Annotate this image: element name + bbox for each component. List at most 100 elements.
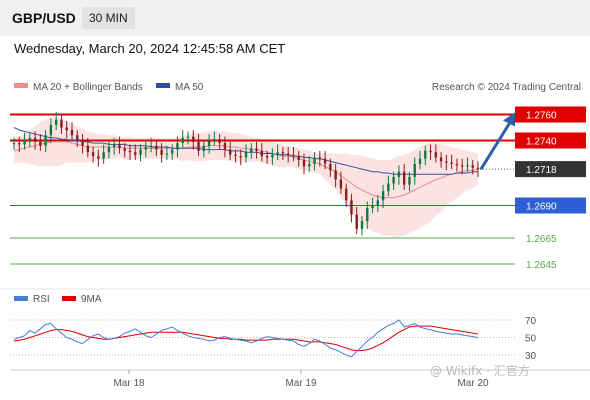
current-price-tag-label: 1.2718 xyxy=(526,165,557,176)
ma50-legend-swatch xyxy=(156,83,170,88)
candle-body xyxy=(186,136,190,138)
candle-body xyxy=(213,139,216,141)
rsi-legend-swatch xyxy=(14,296,28,301)
resistance-tag xyxy=(515,106,586,123)
candlesticks xyxy=(12,111,480,236)
level-tags: 1.2760 1.2740 1.2718 1.2690 1.2665 1.2645 xyxy=(515,106,586,271)
symbol-label: GBP/USD xyxy=(12,10,76,26)
candle-body xyxy=(176,143,179,150)
candle-body xyxy=(12,143,16,145)
projection-arrow-shaft xyxy=(479,121,512,170)
projection-arrow-head xyxy=(503,112,515,127)
candle-body xyxy=(450,162,453,164)
candle-body xyxy=(387,183,390,192)
candle-body xyxy=(297,156,300,160)
candle-body xyxy=(65,127,68,131)
candle-body xyxy=(91,152,95,157)
candle-body xyxy=(424,150,427,159)
chart-datetime: Wednesday, March 20, 2024 12:45:58 AM CE… xyxy=(14,41,286,56)
resistance-tag-label: 1.2740 xyxy=(526,137,557,148)
candle-body xyxy=(471,165,474,168)
candle-body xyxy=(376,200,380,206)
candle-body xyxy=(149,145,153,147)
header-bar: GBP/USD 30 MIN xyxy=(0,0,590,36)
candle-body xyxy=(329,163,332,171)
candle-body xyxy=(49,124,53,136)
candle-body xyxy=(23,140,26,145)
timeframe-badge[interactable]: 30 MIN xyxy=(82,7,135,29)
credit-text: Research © 2024 Trading Central xyxy=(432,82,581,93)
candle-body xyxy=(445,161,448,163)
x-axis: Mar 18 Mar 19 Mar 20 xyxy=(113,370,489,389)
support-tag-label: 1.2645 xyxy=(526,260,557,271)
candle-body xyxy=(460,165,464,167)
candle-body xyxy=(223,143,227,150)
candle-body xyxy=(434,152,438,158)
candle-body xyxy=(97,156,100,159)
rsi-ma9-line xyxy=(13,325,479,352)
candle-body xyxy=(466,165,469,167)
rsi-level-label: 30 xyxy=(525,351,537,362)
ma20-legend-swatch xyxy=(14,83,28,88)
candle-body xyxy=(76,135,79,141)
rsi-panel: 70 50 30 xyxy=(10,316,537,362)
current-price-tag xyxy=(515,161,586,178)
candle-body xyxy=(239,156,242,158)
candle-body xyxy=(128,150,132,153)
candle-body xyxy=(371,205,374,209)
candle-body xyxy=(334,170,337,180)
candle-body xyxy=(218,139,221,144)
rsi-legend-label: RSI xyxy=(33,294,50,305)
rsi-level-label: 70 xyxy=(525,316,537,327)
candle-body xyxy=(308,163,311,167)
candle-body xyxy=(144,147,148,150)
candle-body xyxy=(234,154,237,157)
candle-body xyxy=(102,152,105,159)
candle-body xyxy=(323,158,327,164)
candle-body xyxy=(439,157,443,162)
candle-body xyxy=(355,214,358,229)
x-tick-label: Mar 18 xyxy=(113,378,145,389)
watermark: @ Wikifx · 汇官方 xyxy=(430,363,530,378)
candle-body xyxy=(318,157,322,159)
candle-body xyxy=(381,191,385,201)
pivot-tag-label: 1.2690 xyxy=(526,202,557,213)
candle-body xyxy=(39,141,42,146)
resistance-tag xyxy=(515,132,586,149)
price-levels xyxy=(10,113,586,265)
rsi-line xyxy=(13,319,479,358)
candle-body xyxy=(476,167,480,170)
candle-body xyxy=(360,221,364,229)
candle-body xyxy=(413,163,416,177)
candle-body xyxy=(54,119,58,125)
candle-body xyxy=(197,141,200,151)
candle-body xyxy=(281,152,285,154)
projection-arrow xyxy=(479,112,515,170)
candle-body xyxy=(250,148,253,153)
x-tick-label: Mar 19 xyxy=(285,378,317,389)
candle-body xyxy=(81,140,84,146)
candle-body xyxy=(28,137,32,141)
candle-body xyxy=(255,148,258,151)
ma9-legend-swatch xyxy=(62,296,76,301)
ma50-legend-label: MA 50 xyxy=(175,82,204,93)
candle-body xyxy=(292,154,295,157)
candle-body xyxy=(112,144,116,147)
candle-body xyxy=(276,152,279,155)
candle-body xyxy=(265,156,269,158)
candle-body xyxy=(244,152,248,158)
candle-body xyxy=(339,179,343,189)
candle-body xyxy=(228,149,232,155)
candle-body xyxy=(33,137,37,142)
candle-body xyxy=(202,145,206,151)
candle-body xyxy=(170,149,174,154)
resistance-tag-label: 1.2760 xyxy=(526,111,557,122)
candle-body xyxy=(181,137,184,144)
candle-body xyxy=(429,150,432,153)
pivot-tag xyxy=(515,197,586,214)
candle-body xyxy=(397,171,401,177)
candle-body xyxy=(271,154,274,158)
candle-body xyxy=(139,149,142,155)
candle-body xyxy=(302,160,306,167)
